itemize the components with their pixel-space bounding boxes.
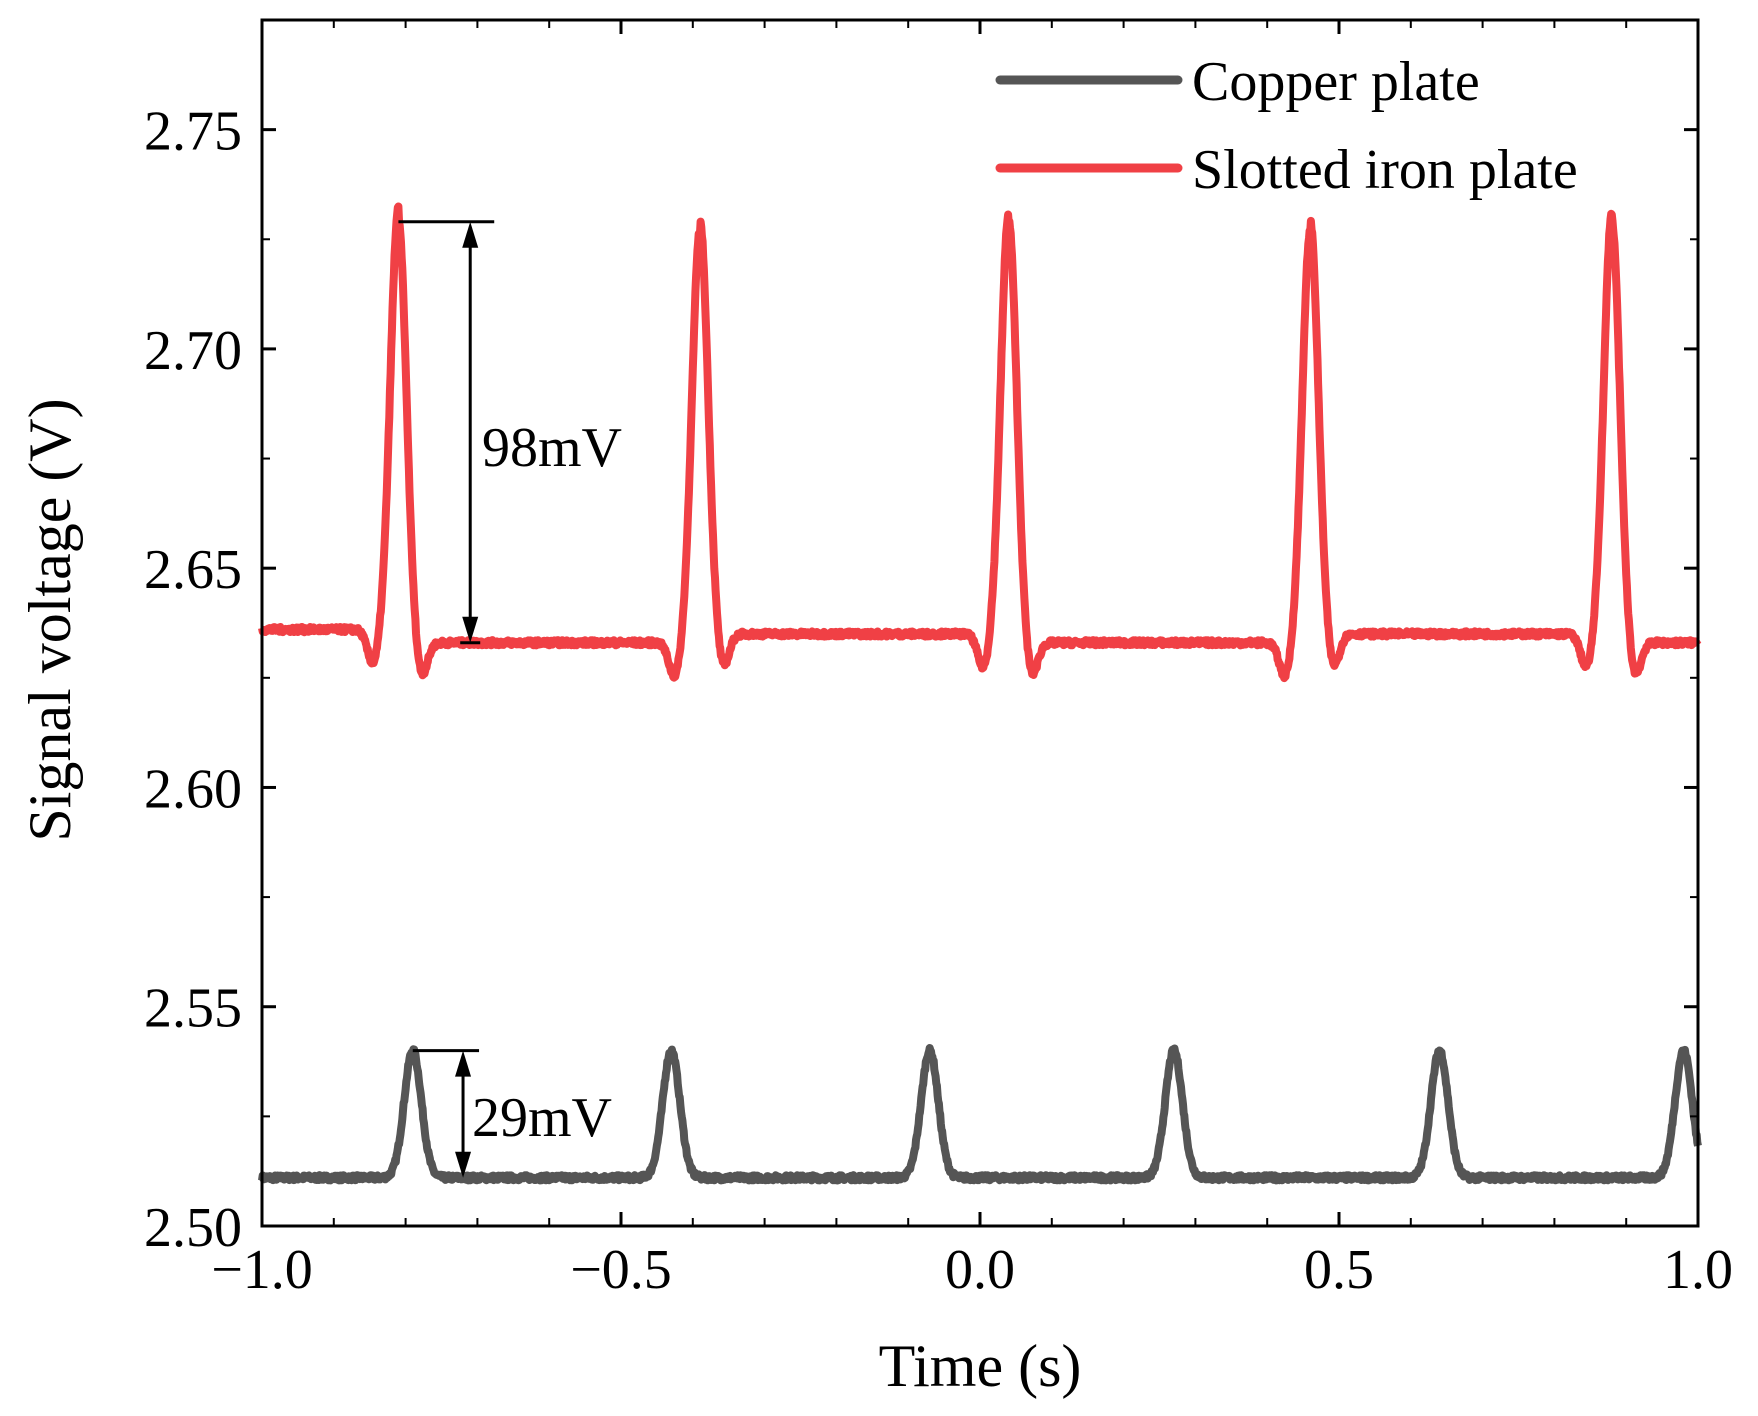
y-axis-title: Signal voltage (V) bbox=[17, 398, 83, 841]
y-tick-label: 2.70 bbox=[144, 320, 242, 382]
annotation-arrowhead-down bbox=[455, 1151, 472, 1178]
annotation-arrowhead-up bbox=[455, 1050, 472, 1077]
series-line-copper-plate bbox=[258, 1044, 1702, 1185]
y-tick-label: 2.50 bbox=[144, 1197, 242, 1259]
y-tick-label: 2.65 bbox=[144, 539, 242, 601]
y-tick-label: 2.75 bbox=[144, 101, 242, 163]
x-tick-label: 1.0 bbox=[1663, 1239, 1733, 1301]
legend: Copper plate Slotted iron plate bbox=[995, 51, 1578, 201]
annotation-98mv-label: 98mV bbox=[482, 417, 622, 479]
x-tick-label: 0.5 bbox=[1304, 1239, 1374, 1301]
series-line-slotted-iron-plate bbox=[258, 202, 1702, 683]
annotation-29mv-label: 29mV bbox=[472, 1087, 612, 1149]
annotation-arrowhead-down bbox=[462, 616, 479, 643]
annotation-arrowhead-up bbox=[462, 221, 479, 248]
ticks: −1.0 −0.5 0.0 0.5 1.0 2.50 2.55 2.60 2.65 2.70 2.7… bbox=[144, 20, 1733, 1301]
legend-label-copper-plate: Copper plate bbox=[1192, 51, 1480, 113]
x-tick-label: −0.5 bbox=[570, 1239, 672, 1301]
x-tick-label: 0.0 bbox=[945, 1239, 1015, 1301]
annotations bbox=[398, 220, 495, 1178]
plot-content bbox=[258, 202, 1702, 1185]
x-tick-label: −1.0 bbox=[211, 1239, 313, 1301]
y-tick-label: 2.55 bbox=[144, 978, 242, 1040]
legend-label-slotted-iron-plate: Slotted iron plate bbox=[1192, 139, 1578, 201]
y-tick-label: 2.60 bbox=[144, 758, 242, 820]
x-axis-title: Time (s) bbox=[879, 1333, 1082, 1399]
